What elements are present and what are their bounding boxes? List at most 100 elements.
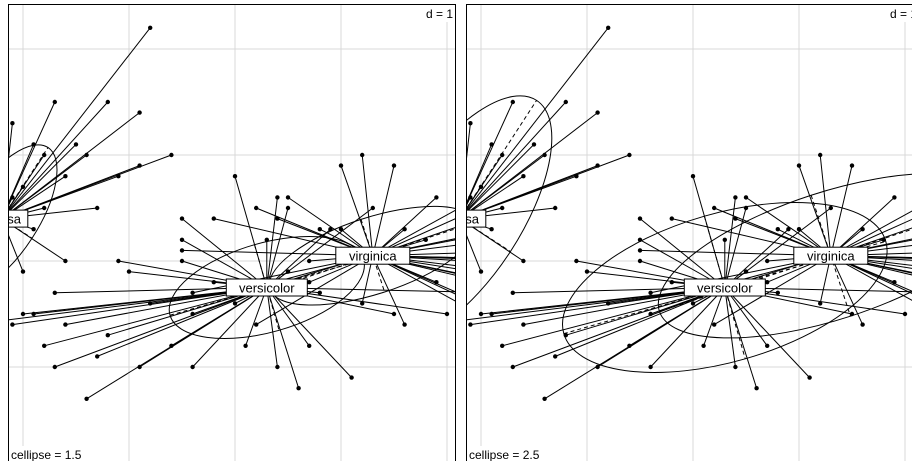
point-virginica bbox=[360, 301, 364, 305]
point-versicolor bbox=[701, 344, 705, 348]
star-segment-setosa bbox=[439, 176, 460, 218]
group-label-virginica: virginica bbox=[349, 249, 397, 264]
point-versicolor bbox=[670, 280, 674, 284]
point-virginica bbox=[360, 153, 364, 157]
point-setosa bbox=[169, 153, 173, 157]
point-setosa bbox=[53, 100, 57, 104]
point-setosa bbox=[436, 174, 440, 178]
star-segment-setosa bbox=[0, 219, 2, 261]
point-virginica bbox=[670, 216, 674, 220]
star-segment-setosa bbox=[439, 166, 460, 219]
point-versicolor bbox=[638, 216, 642, 220]
star-segment-setosa bbox=[0, 219, 2, 230]
point-virginica bbox=[733, 216, 737, 220]
ellipse-setosa bbox=[332, 67, 587, 369]
point-versicolor bbox=[180, 259, 184, 263]
point-versicolor bbox=[349, 375, 353, 379]
point-versicolor bbox=[829, 206, 833, 210]
point-setosa bbox=[595, 110, 599, 114]
point-setosa bbox=[627, 153, 631, 157]
point-setosa bbox=[116, 174, 120, 178]
point-setosa bbox=[542, 153, 546, 157]
point-versicolor bbox=[392, 312, 396, 316]
point-virginica bbox=[818, 153, 822, 157]
star-segment-setosa bbox=[2, 113, 140, 219]
cellipse-label: cellipse = 2.5 bbox=[469, 448, 540, 461]
point-versicolor bbox=[307, 344, 311, 348]
point-setosa bbox=[10, 195, 14, 199]
point-setosa bbox=[394, 227, 398, 231]
point-versicolor bbox=[21, 312, 25, 316]
point-versicolor bbox=[479, 312, 483, 316]
point-virginica bbox=[712, 322, 716, 326]
point-virginica bbox=[712, 206, 716, 210]
point-versicolor bbox=[691, 174, 695, 178]
point-setosa bbox=[394, 227, 398, 231]
point-versicolor bbox=[84, 397, 88, 401]
point-virginica bbox=[892, 195, 896, 199]
point-setosa bbox=[458, 238, 462, 242]
group-label-versicolor: versicolor bbox=[697, 281, 753, 296]
panel-border bbox=[9, 5, 456, 462]
point-versicolor bbox=[564, 333, 568, 337]
point-versicolor bbox=[754, 386, 758, 390]
point-versicolor bbox=[765, 344, 769, 348]
point-setosa bbox=[436, 163, 440, 167]
star-segment-setosa bbox=[0, 219, 2, 230]
point-versicolor bbox=[137, 365, 141, 369]
point-setosa bbox=[500, 153, 504, 157]
group-label-virginica: virginica bbox=[807, 249, 855, 264]
point-setosa bbox=[95, 206, 99, 210]
point-versicolor bbox=[553, 354, 557, 358]
point-versicolor bbox=[521, 322, 525, 326]
star-segment-setosa bbox=[2, 144, 76, 218]
point-virginica bbox=[572, 163, 576, 167]
point-versicolor bbox=[627, 344, 631, 348]
star-segment-setosa bbox=[0, 219, 2, 293]
point-virginica bbox=[638, 248, 642, 252]
point-virginica bbox=[776, 227, 780, 231]
point-virginica bbox=[254, 322, 258, 326]
point-versicolor bbox=[95, 354, 99, 358]
point-versicolor bbox=[542, 397, 546, 401]
point-versicolor bbox=[286, 206, 290, 210]
point-setosa bbox=[63, 174, 67, 178]
star-segment-setosa bbox=[0, 208, 2, 219]
grid-lines bbox=[0, 0, 553, 461]
point-setosa bbox=[500, 206, 504, 210]
point-versicolor bbox=[212, 280, 216, 284]
point-virginica bbox=[604, 174, 608, 178]
star-segment-versicolor bbox=[267, 288, 352, 378]
point-virginica bbox=[882, 238, 886, 242]
point-versicolor bbox=[426, 322, 430, 326]
point-versicolor bbox=[585, 269, 589, 273]
point-setosa bbox=[553, 206, 557, 210]
point-virginica bbox=[190, 291, 194, 295]
point-setosa bbox=[31, 142, 35, 146]
point-versicolor bbox=[169, 344, 173, 348]
point-virginica bbox=[860, 322, 864, 326]
group-label-setosa: setosa bbox=[0, 212, 22, 227]
point-setosa bbox=[521, 174, 525, 178]
point-virginica bbox=[318, 227, 322, 231]
star-segment-setosa bbox=[0, 219, 2, 261]
point-setosa bbox=[458, 227, 462, 231]
point-virginica bbox=[498, 238, 502, 242]
point-setosa bbox=[137, 110, 141, 114]
point-versicolor bbox=[53, 365, 57, 369]
star-segment-setosa bbox=[0, 219, 2, 336]
ellipse-virginica bbox=[640, 140, 912, 372]
ellipse-minor-axis-setosa bbox=[409, 186, 510, 252]
point-versicolor bbox=[606, 301, 610, 305]
point-versicolor bbox=[265, 238, 269, 242]
group-label-versicolor: versicolor bbox=[239, 281, 295, 296]
star-segment-setosa bbox=[0, 219, 2, 293]
point-versicolor bbox=[638, 238, 642, 242]
point-setosa bbox=[148, 26, 152, 30]
star-segment-setosa bbox=[460, 144, 534, 218]
point-virginica bbox=[797, 227, 801, 231]
